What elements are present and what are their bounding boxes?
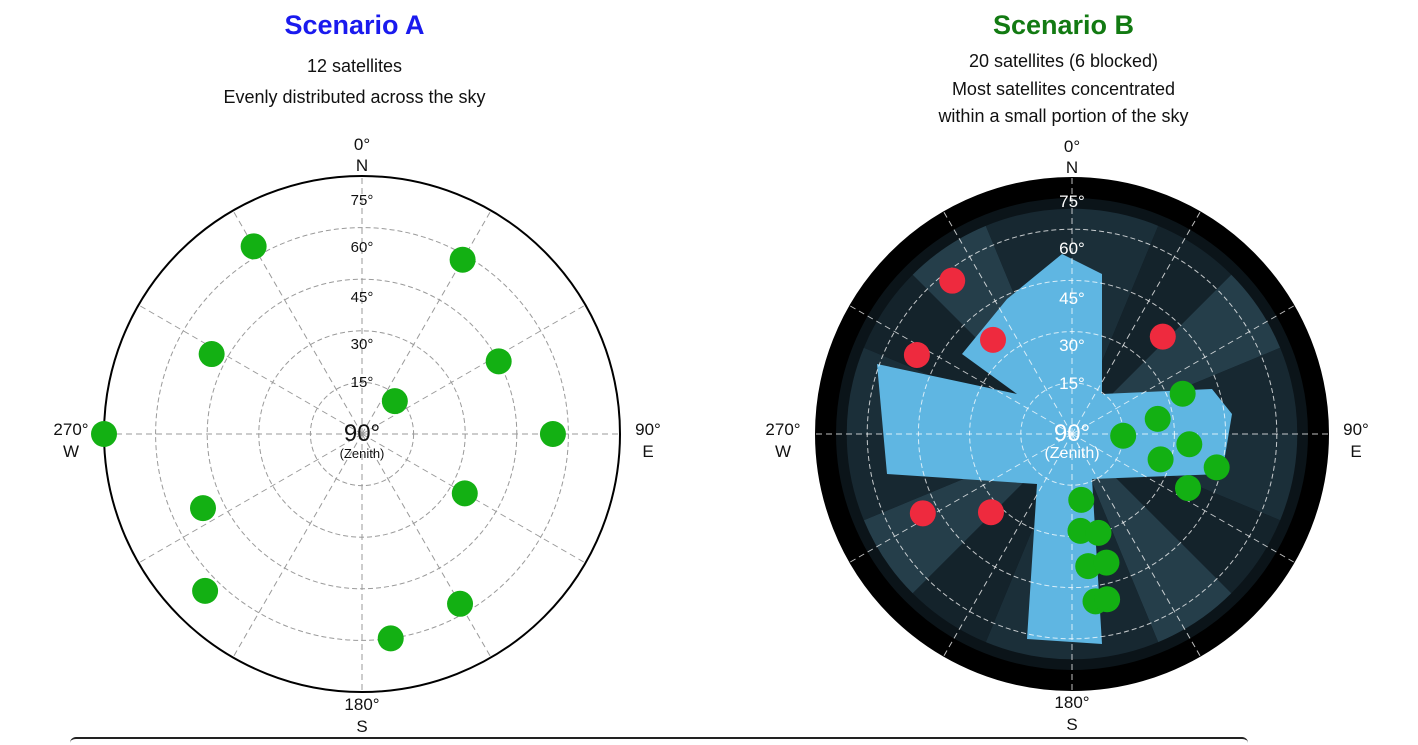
south-label: S — [1066, 715, 1077, 734]
west-degree-label: 270° — [765, 420, 800, 439]
elevation-ring — [155, 227, 569, 641]
elevation-label: 75° — [351, 192, 374, 209]
satellite-blocked — [939, 267, 966, 294]
azimuth-spoke — [232, 433, 363, 658]
west-label: W — [63, 442, 79, 461]
west-degree-label: 270° — [53, 420, 88, 439]
azimuth-spoke — [1071, 305, 1294, 435]
azimuth-spoke — [1071, 212, 1201, 435]
azimuth-spoke — [943, 212, 1073, 435]
zenith-sublabel: (Zenith) — [1044, 445, 1099, 462]
satellite-visible — [198, 341, 225, 368]
elevation-label: 45° — [351, 289, 374, 306]
satellite-blocked — [977, 499, 1004, 526]
satellite-blocked — [1149, 323, 1176, 350]
open-sky — [877, 254, 1232, 644]
east-label: E — [1350, 442, 1361, 461]
satellite-visible — [240, 233, 267, 260]
azimuth-spoke — [361, 433, 586, 564]
elevation-label: 60° — [1059, 239, 1085, 258]
satellite-visible — [485, 348, 512, 375]
satellite-visible — [1147, 446, 1174, 473]
azimuth-spoke — [850, 305, 1073, 435]
south-label: S — [356, 717, 367, 736]
building-facade — [912, 434, 1072, 643]
north-label: N — [356, 156, 368, 175]
satellite-visible — [192, 577, 219, 604]
satellite-blocked — [903, 341, 930, 368]
satellite-visible — [1175, 475, 1202, 502]
azimuth-spoke — [361, 433, 492, 658]
scenario-b-skyplot: 75°60°45°30°15°90°(Zenith)0°N180°S90°E27… — [765, 137, 1369, 734]
scenario-b-description-line2: within a small portion of the sky — [938, 106, 1189, 126]
elevation-label: 75° — [1059, 192, 1085, 211]
satellite-blocked — [980, 326, 1007, 353]
azimuth-spoke — [138, 304, 363, 435]
zenith-label: 90° — [344, 420, 380, 447]
north-degree-label: 0° — [354, 135, 370, 154]
azimuth-spoke — [850, 433, 1073, 563]
satellite-visible — [449, 246, 476, 273]
building-facade — [1072, 434, 1232, 643]
elevation-label: 60° — [351, 239, 374, 256]
zenith-label: 90° — [1054, 420, 1090, 447]
satellite-visible — [1169, 380, 1196, 407]
satellite-visible — [451, 480, 478, 507]
satellite-visible — [1093, 549, 1120, 576]
west-label: W — [775, 442, 791, 461]
north-label: N — [1066, 158, 1078, 177]
azimuth-spoke — [138, 433, 363, 564]
scenario-a-subtitle: 12 satellites — [306, 56, 403, 76]
scenario-b-subtitle: 20 satellites (6 blocked) — [968, 51, 1159, 71]
satellite-visible — [377, 625, 404, 652]
zenith-sublabel: (Zenith) — [340, 446, 385, 461]
scenario-a-skyplot: 75°60°45°30°15°90°(Zenith)0°N180°S90°E27… — [53, 135, 661, 736]
satellite-visible — [1110, 422, 1137, 449]
elevation-label: 30° — [1059, 336, 1085, 355]
satellite-visible — [1085, 519, 1112, 546]
bottom-divider — [70, 737, 1248, 745]
satellite-visible — [1068, 486, 1095, 513]
south-degree-label: 180° — [1054, 693, 1089, 712]
azimuth-spoke — [1071, 433, 1201, 656]
satellite-visible — [381, 388, 408, 415]
scenario-a-title: Scenario A — [284, 10, 425, 40]
east-degree-label: 90° — [1343, 420, 1369, 439]
satellite-visible — [1176, 431, 1203, 458]
scenario-b-description-line1: Most satellites concentrated — [951, 79, 1176, 99]
elevation-label: 15° — [351, 374, 374, 391]
azimuth-spoke — [943, 433, 1073, 656]
south-degree-label: 180° — [344, 695, 379, 714]
satellite-visible — [539, 421, 566, 447]
azimuth-spoke — [1071, 433, 1294, 563]
building-facade — [1072, 225, 1232, 434]
satellite-blocked — [909, 500, 936, 527]
scenario-a-panel: Scenario A 12 satellites Evenly distribu… — [0, 0, 709, 740]
satellite-visible — [1094, 586, 1121, 613]
north-degree-label: 0° — [1064, 137, 1080, 156]
satellite-visible — [1203, 454, 1230, 481]
scenario-a-description: Evenly distributed across the sky — [223, 87, 486, 107]
elevation-label: 15° — [1059, 374, 1085, 393]
satellite-visible — [91, 421, 117, 447]
satellite-visible — [447, 590, 474, 617]
east-label: E — [642, 442, 653, 461]
satellite-visible — [1144, 405, 1171, 432]
scenario-b-title: Scenario B — [992, 10, 1135, 40]
elevation-label: 45° — [1059, 289, 1085, 308]
satellite-visible — [189, 495, 216, 522]
elevation-label: 30° — [351, 336, 374, 353]
scenario-b-panel: Scenario B 20 satellites (6 blocked) Mos… — [709, 0, 1418, 740]
east-degree-label: 90° — [635, 420, 661, 439]
